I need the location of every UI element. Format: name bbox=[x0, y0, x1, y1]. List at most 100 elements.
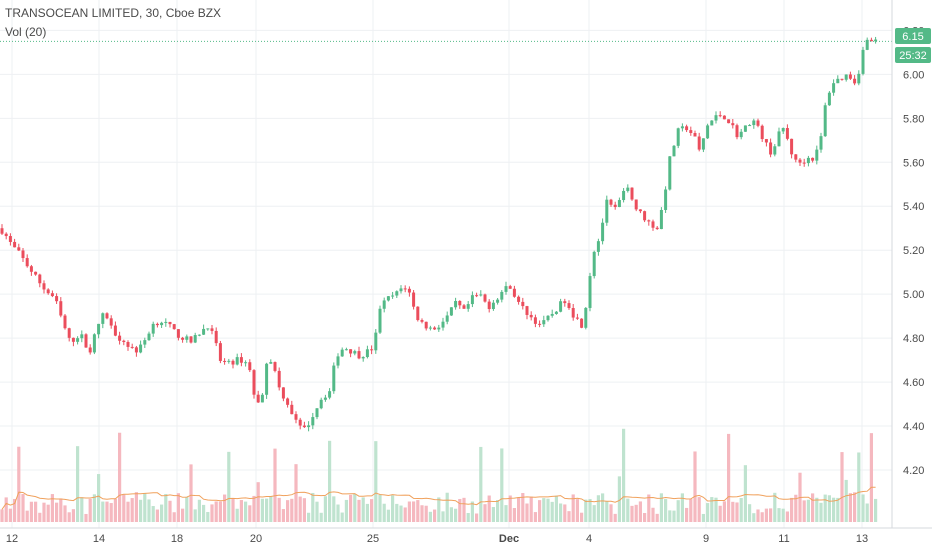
volume-bar bbox=[731, 501, 735, 522]
volume-bar bbox=[743, 465, 747, 522]
volume-bar bbox=[672, 510, 676, 522]
volume-bar bbox=[370, 499, 374, 522]
candle-body bbox=[155, 323, 159, 326]
candle-body bbox=[454, 300, 458, 308]
candle-body bbox=[46, 289, 50, 294]
candle-body bbox=[17, 247, 21, 251]
candle-body bbox=[529, 314, 533, 318]
volume-bar bbox=[365, 503, 369, 522]
volume-bar bbox=[777, 508, 781, 522]
volume-bar bbox=[80, 497, 84, 522]
time-tick-label: 14 bbox=[93, 533, 105, 545]
volume-bar bbox=[861, 494, 865, 522]
volume-bar bbox=[836, 497, 840, 522]
volume-bar bbox=[223, 494, 227, 522]
candle-body bbox=[189, 336, 193, 343]
time-axis[interactable]: 12 14 18 20 25 Dec 4 9 11 13 bbox=[6, 533, 868, 545]
candle-body bbox=[319, 399, 323, 409]
volume-bar bbox=[714, 497, 718, 522]
symbol-title[interactable]: TRANSOCEAN LIMITED, 30, Cboe BZX bbox=[5, 6, 222, 20]
candle-body bbox=[13, 241, 17, 248]
volume-bar bbox=[42, 502, 46, 522]
volume-bar bbox=[584, 499, 588, 522]
candle-body bbox=[403, 288, 407, 290]
candle-body bbox=[815, 149, 819, 161]
candle-body bbox=[861, 49, 865, 74]
volume-bar bbox=[454, 508, 458, 522]
candle-body bbox=[206, 328, 210, 330]
volume-bar bbox=[290, 498, 294, 522]
volume-bar bbox=[823, 494, 827, 522]
candle-body bbox=[88, 347, 92, 353]
candle-body bbox=[399, 288, 403, 292]
candle-body bbox=[710, 120, 714, 126]
volume-bar bbox=[307, 512, 311, 522]
volume-bar bbox=[622, 428, 626, 522]
price-tick-label: 5.60 bbox=[903, 157, 924, 169]
candle-body bbox=[655, 227, 659, 230]
candle-body bbox=[857, 73, 861, 84]
volume-bar bbox=[462, 497, 466, 522]
volume-bar bbox=[815, 497, 819, 522]
candle-body bbox=[323, 397, 327, 400]
volume-bar bbox=[626, 498, 630, 522]
candle-body bbox=[357, 351, 361, 359]
candle-body bbox=[731, 123, 735, 126]
volume-indicator-label[interactable]: Vol (20) bbox=[5, 25, 47, 39]
volume-bar bbox=[748, 504, 752, 522]
candle-body bbox=[281, 387, 285, 399]
candle-body bbox=[134, 347, 138, 353]
candle-body bbox=[202, 328, 206, 335]
candle-body bbox=[105, 313, 109, 319]
candle-body bbox=[101, 313, 105, 324]
price-tick-label: 5.40 bbox=[903, 201, 924, 213]
candle-body bbox=[773, 146, 777, 155]
volume-bar bbox=[676, 500, 680, 522]
price-tick-label: 5.80 bbox=[903, 113, 924, 125]
candle-body bbox=[668, 156, 672, 190]
candle-body bbox=[428, 327, 432, 329]
volume-bar bbox=[34, 501, 38, 522]
volume-bar bbox=[248, 505, 252, 522]
candle-body bbox=[680, 126, 684, 129]
volume-bar bbox=[218, 501, 222, 522]
candle-body bbox=[836, 78, 840, 84]
volume-bar bbox=[479, 446, 483, 522]
volume-bar bbox=[710, 497, 714, 522]
candle-body bbox=[785, 128, 789, 139]
candle-body bbox=[517, 296, 521, 302]
volume-bar bbox=[197, 499, 201, 522]
last-price-label: 6.15 bbox=[902, 31, 923, 43]
candle-body bbox=[651, 221, 655, 228]
candle-body bbox=[160, 322, 164, 326]
volume-bar bbox=[827, 495, 831, 522]
volume-bar bbox=[865, 503, 869, 522]
price-axis[interactable]: 6.206.005.805.605.405.205.004.804.604.40… bbox=[903, 25, 924, 477]
candle-body bbox=[479, 294, 483, 296]
volume-bar bbox=[420, 505, 424, 522]
volume-bar bbox=[668, 510, 672, 522]
candle-body bbox=[718, 115, 722, 117]
candle-body bbox=[496, 299, 500, 303]
candle-body bbox=[777, 131, 781, 147]
volume-bar bbox=[739, 498, 743, 522]
candle-body bbox=[605, 199, 609, 223]
time-tick-label: 25 bbox=[367, 533, 379, 545]
volume-bar bbox=[487, 495, 491, 522]
volume-bar bbox=[185, 496, 189, 522]
volume-bar bbox=[433, 509, 437, 522]
volume-bar bbox=[349, 494, 353, 522]
candle-body bbox=[764, 139, 768, 143]
candle-body bbox=[575, 317, 579, 319]
volume-bar bbox=[609, 504, 613, 522]
volume-bar bbox=[386, 509, 390, 522]
candle-body bbox=[80, 334, 84, 339]
candle-body bbox=[748, 125, 752, 127]
volume-bar bbox=[508, 495, 512, 522]
volume-bar bbox=[416, 500, 420, 522]
candle-body bbox=[630, 187, 634, 200]
volume-bar bbox=[538, 500, 542, 522]
candle-body bbox=[340, 349, 344, 357]
chart-grid bbox=[0, 0, 892, 528]
